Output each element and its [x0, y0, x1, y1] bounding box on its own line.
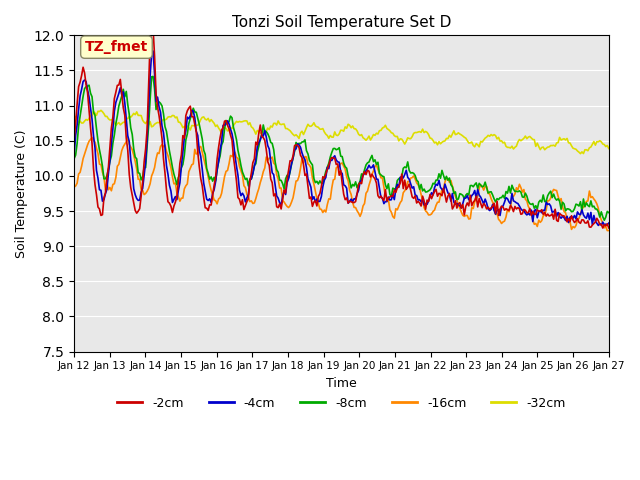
-16cm — [70, 184, 78, 190]
-16cm — [305, 162, 313, 168]
-2cm — [258, 133, 266, 139]
-4cm — [305, 180, 313, 186]
-16cm — [231, 149, 239, 155]
-32cm — [258, 130, 266, 135]
-4cm — [70, 151, 78, 156]
-2cm — [577, 220, 584, 226]
-2cm — [231, 166, 239, 171]
Line: -4cm: -4cm — [74, 51, 609, 226]
-4cm — [577, 212, 584, 217]
-8cm — [149, 73, 157, 79]
Line: -32cm: -32cm — [74, 110, 609, 154]
-2cm — [605, 225, 612, 231]
-8cm — [70, 156, 78, 161]
-16cm — [604, 228, 611, 233]
-8cm — [231, 130, 239, 136]
-2cm — [249, 160, 257, 166]
X-axis label: Time: Time — [326, 377, 357, 390]
-8cm — [249, 171, 257, 177]
-4cm — [258, 132, 266, 138]
-32cm — [605, 145, 612, 151]
Line: -8cm: -8cm — [74, 76, 609, 220]
-16cm — [258, 175, 266, 180]
-32cm — [97, 108, 105, 113]
-4cm — [595, 223, 602, 228]
Title: Tonzi Soil Temperature Set D: Tonzi Soil Temperature Set D — [232, 15, 451, 30]
-4cm — [136, 197, 143, 203]
Legend: -2cm, -4cm, -8cm, -16cm, -32cm: -2cm, -4cm, -8cm, -16cm, -32cm — [112, 392, 571, 415]
-8cm — [305, 157, 313, 163]
-32cm — [249, 125, 257, 131]
-32cm — [70, 113, 78, 119]
Y-axis label: Soil Temperature (C): Soil Temperature (C) — [15, 129, 28, 258]
-8cm — [605, 210, 612, 216]
-16cm — [249, 201, 257, 206]
-8cm — [577, 199, 584, 204]
-16cm — [577, 211, 584, 217]
-32cm — [138, 113, 145, 119]
Line: -2cm: -2cm — [74, 28, 609, 228]
-2cm — [148, 25, 156, 31]
-2cm — [599, 225, 607, 231]
-4cm — [231, 153, 239, 158]
-32cm — [577, 151, 584, 156]
-16cm — [138, 187, 145, 193]
-32cm — [231, 120, 239, 126]
-2cm — [136, 206, 143, 212]
-32cm — [305, 123, 313, 129]
-16cm — [605, 228, 612, 233]
-4cm — [249, 170, 257, 176]
Text: TZ_fmet: TZ_fmet — [85, 40, 148, 54]
-32cm — [578, 149, 586, 155]
-2cm — [305, 195, 313, 201]
-8cm — [136, 170, 143, 176]
-2cm — [70, 136, 78, 142]
-8cm — [600, 217, 608, 223]
-16cm — [88, 135, 96, 141]
-4cm — [605, 220, 612, 226]
Line: -16cm: -16cm — [74, 138, 609, 230]
-4cm — [149, 48, 157, 54]
-8cm — [258, 132, 266, 137]
